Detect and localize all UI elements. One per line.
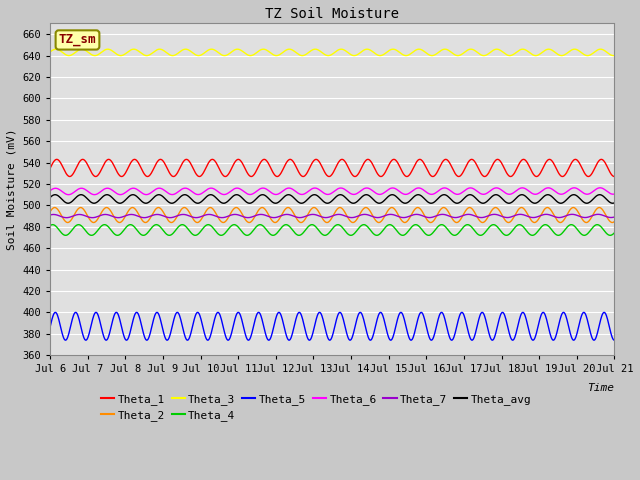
Theta_2 bbox=[47, 208, 54, 214]
Theta_5 bbox=[296, 310, 303, 315]
Line: Theta_4: Theta_4 bbox=[51, 225, 614, 235]
Theta_avg bbox=[259, 192, 266, 198]
Theta_4 bbox=[611, 230, 618, 236]
Theta_2 bbox=[611, 219, 618, 225]
Theta_4 bbox=[490, 222, 497, 228]
Theta_avg bbox=[296, 200, 303, 206]
Line: Theta_3: Theta_3 bbox=[51, 49, 614, 56]
Theta_6 bbox=[296, 191, 303, 197]
Theta_2 bbox=[435, 209, 442, 215]
Theta_1 bbox=[296, 170, 303, 176]
Theta_7 bbox=[611, 214, 618, 220]
Theta_1 bbox=[435, 168, 442, 173]
Theta_1 bbox=[104, 156, 112, 162]
Theta_avg bbox=[497, 195, 505, 201]
Line: Theta_7: Theta_7 bbox=[51, 215, 614, 218]
Theta_1 bbox=[275, 173, 283, 179]
Theta_4 bbox=[487, 223, 495, 229]
Theta_5 bbox=[105, 332, 113, 338]
Theta_avg bbox=[47, 194, 54, 200]
Theta_2 bbox=[104, 205, 112, 211]
Theta_4 bbox=[296, 232, 303, 238]
Theta_4 bbox=[497, 229, 505, 235]
Theta_4 bbox=[275, 228, 283, 234]
Theta_avg bbox=[611, 200, 618, 206]
Theta_1 bbox=[234, 156, 242, 162]
Theta_5 bbox=[51, 310, 59, 315]
Theta_2 bbox=[275, 217, 282, 223]
Theta_4 bbox=[114, 232, 122, 238]
Theta_6 bbox=[596, 185, 604, 191]
Theta_avg bbox=[272, 200, 280, 206]
Theta_2 bbox=[295, 218, 303, 224]
Theta_avg bbox=[488, 194, 495, 200]
Theta_6 bbox=[611, 191, 618, 197]
Theta_7 bbox=[296, 215, 303, 220]
Theta_3 bbox=[104, 47, 112, 52]
Theta_7 bbox=[594, 212, 602, 217]
Theta_7 bbox=[487, 212, 495, 218]
Theta_3 bbox=[497, 48, 505, 54]
Line: Theta_5: Theta_5 bbox=[51, 312, 614, 340]
Theta_1 bbox=[497, 159, 505, 165]
Title: TZ Soil Moisture: TZ Soil Moisture bbox=[266, 7, 399, 21]
Theta_5 bbox=[611, 337, 618, 343]
Theta_7 bbox=[63, 215, 70, 221]
Theta_7 bbox=[104, 212, 112, 218]
Theta_3 bbox=[435, 50, 442, 56]
Theta_5 bbox=[61, 337, 69, 343]
Y-axis label: Soil Moisture (mV): Soil Moisture (mV) bbox=[7, 129, 17, 250]
Theta_3 bbox=[441, 46, 449, 52]
Theta_5 bbox=[47, 324, 54, 329]
Line: Theta_1: Theta_1 bbox=[51, 159, 614, 177]
Theta_2 bbox=[488, 208, 495, 214]
Theta_2 bbox=[362, 204, 370, 210]
Theta_6 bbox=[65, 192, 72, 198]
Theta_5 bbox=[276, 310, 284, 315]
Theta_2 bbox=[375, 220, 383, 226]
Theta_5 bbox=[488, 336, 495, 342]
Theta_5 bbox=[497, 311, 505, 316]
Theta_7 bbox=[275, 214, 283, 219]
Theta_6 bbox=[497, 187, 505, 192]
Theta_2 bbox=[497, 211, 505, 217]
Theta_4 bbox=[104, 224, 112, 229]
Legend: Theta_1, Theta_2, Theta_3, Theta_4, Theta_5, Theta_6, Theta_7, Theta_avg: Theta_1, Theta_2, Theta_3, Theta_4, Thet… bbox=[101, 394, 531, 421]
Text: TZ_sm: TZ_sm bbox=[59, 34, 96, 47]
Theta_5 bbox=[435, 314, 442, 320]
Theta_3 bbox=[296, 52, 303, 58]
Theta_6 bbox=[104, 185, 112, 191]
Theta_1 bbox=[47, 165, 54, 171]
Theta_3 bbox=[488, 49, 495, 55]
Theta_3 bbox=[611, 53, 618, 59]
Theta_4 bbox=[47, 223, 54, 228]
Theta_7 bbox=[435, 212, 442, 218]
Line: Theta_2: Theta_2 bbox=[51, 207, 614, 223]
Text: Time: Time bbox=[588, 384, 614, 394]
Theta_3 bbox=[47, 49, 54, 55]
Theta_6 bbox=[47, 188, 54, 193]
Theta_4 bbox=[435, 224, 442, 229]
Line: Theta_avg: Theta_avg bbox=[51, 195, 614, 203]
Theta_7 bbox=[47, 212, 54, 218]
Theta_avg bbox=[435, 195, 442, 201]
Theta_avg bbox=[276, 199, 284, 204]
Theta_avg bbox=[104, 192, 112, 198]
Theta_6 bbox=[275, 191, 283, 197]
Theta_3 bbox=[65, 53, 73, 59]
Theta_1 bbox=[611, 174, 618, 180]
Theta_1 bbox=[487, 166, 495, 172]
Theta_6 bbox=[435, 188, 442, 194]
Theta_7 bbox=[497, 213, 505, 219]
Line: Theta_6: Theta_6 bbox=[51, 188, 614, 195]
Theta_3 bbox=[275, 52, 283, 58]
Theta_6 bbox=[487, 188, 495, 193]
